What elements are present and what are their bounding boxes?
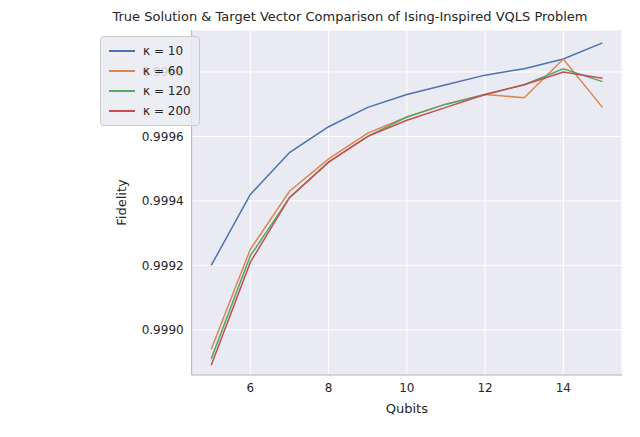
svg-text:Qubits: Qubits: [386, 401, 428, 416]
svg-text:14: 14: [556, 381, 571, 395]
svg-text:8: 8: [325, 381, 333, 395]
svg-text:0.9996: 0.9996: [142, 130, 184, 144]
svg-text:10: 10: [399, 381, 414, 395]
svg-text:Fidelity: Fidelity: [114, 179, 129, 226]
svg-text:0.9998: 0.9998: [142, 65, 184, 79]
svg-text:0.9990: 0.9990: [142, 323, 184, 337]
svg-text:12: 12: [477, 381, 492, 395]
svg-text:6: 6: [247, 381, 255, 395]
svg-text:0.9994: 0.9994: [142, 194, 184, 208]
svg-text:0.9992: 0.9992: [142, 259, 184, 273]
